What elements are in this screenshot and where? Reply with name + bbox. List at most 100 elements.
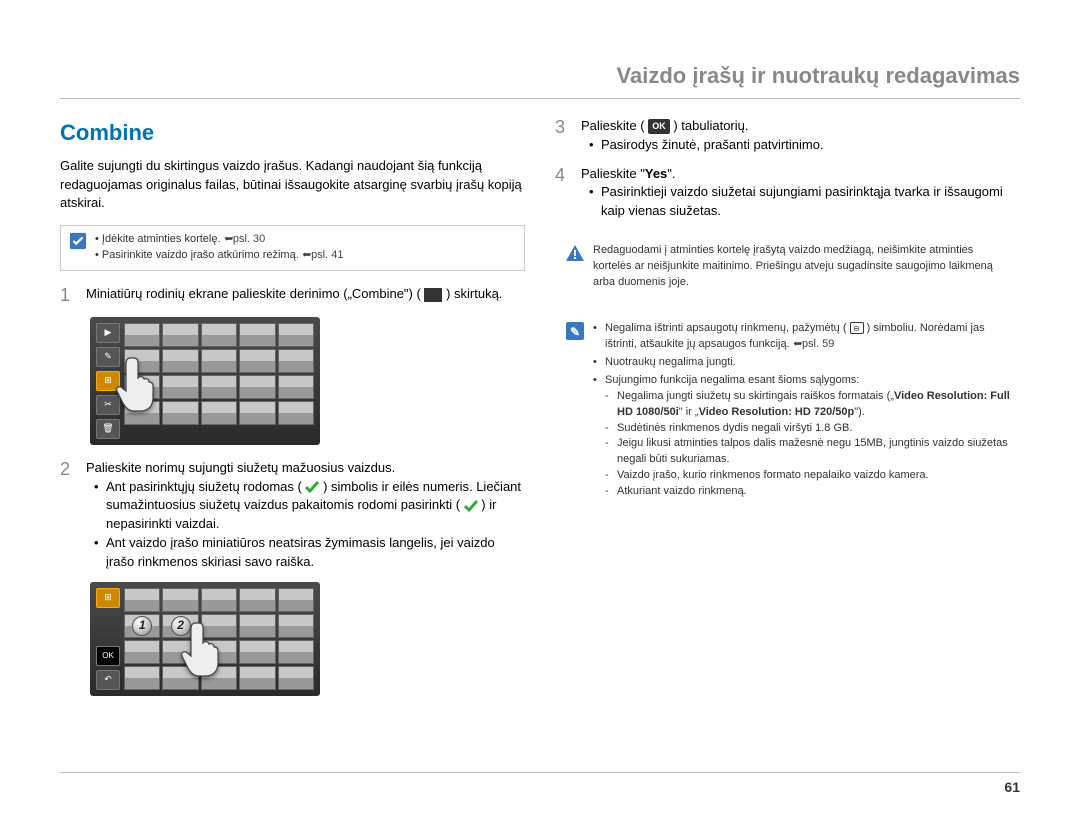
thumbnail-panel-2: ⊞ OK ↶ 1 2 [90,582,320,696]
thumbnail[interactable] [201,640,237,664]
step-text: Miniatiūrų rodinių ekrane palieskite der… [86,286,421,301]
thumbnail[interactable] [239,323,275,347]
page-ref: ➥psl. 30 [224,233,266,245]
thumbnail[interactable] [162,588,198,612]
step-2: 2 Palieskite norimų sujungti siužetų maž… [60,459,525,572]
page-ref: ➥psl. 59 [793,338,835,350]
thumbnail[interactable] [124,666,160,690]
thumbnail[interactable] [124,349,160,373]
check-box-icon [69,232,87,250]
note-sub: Negalima jungti siužetų su skirtingais r… [605,389,1010,421]
step-3: 3 Palieskite ( OK ) tabuliatorių. Pasiro… [555,117,1020,155]
thumbnail[interactable] [239,588,275,612]
page-ref: ➥psl. 41 [302,249,344,261]
thumbnail[interactable] [278,666,314,690]
thumbnail[interactable] [278,614,314,638]
step-bullet: Ant vaizdo įrašo miniatiūros neatsiras ž… [94,534,525,572]
thumbnail[interactable] [278,349,314,373]
step-text: ) tabuliatorių. [673,118,748,133]
step-bullet: Ant pasirinktųjų siužetų rodomas ( ) sim… [94,478,525,535]
thumbnail[interactable] [162,640,198,664]
step-bullet: Pasirodys žinutė, prašanti patvirtinimo. [589,136,1020,155]
thumbnail-selected[interactable]: 1 [124,614,160,638]
note-sub: Sudėtinės rinkmenos dydis negali viršyti… [605,421,1010,437]
prerequisite-list: Įdėkite atminties kortelę. ➥psl. 30 Pasi… [95,232,343,264]
step-text: Palieskite ( [581,118,645,133]
note-icon: ✎ [565,321,585,341]
thumbnail-grid [124,323,314,439]
note-box: ✎ Negalima ištrinti apsaugotų rinkmenų, … [555,313,1020,510]
sidebar-button-active[interactable]: ⊞ [96,371,120,391]
right-column: 3 Palieskite ( OK ) tabuliatorių. Pasiro… [555,117,1020,710]
warning-icon [565,243,585,263]
note-sub: Atkuriant vaizdo rinkmeną. [605,484,1010,500]
lock-key-icon: ⊖ [850,322,864,334]
thumb-sidebar: ▶ ✎ ⊞ ✂ 🗑 [96,323,120,439]
thumbnail[interactable] [124,588,160,612]
thumbnail-panel-1: ▶ ✎ ⊞ ✂ 🗑 [90,317,320,445]
left-column: Combine Galite sujungti du skirtingus va… [60,117,525,710]
thumbnail[interactable] [239,666,275,690]
thumbnail[interactable] [201,588,237,612]
step-body: Palieskite "Yes". Pasirinktieji vaizdo s… [581,165,1020,222]
sidebar-button[interactable]: ✎ [96,347,120,367]
back-button[interactable]: ↶ [96,670,120,690]
thumbnail[interactable] [278,375,314,399]
step-text: ) skirtuką. [446,286,502,301]
thumbnail[interactable] [162,323,198,347]
prereq-item: Įdėkite atminties kortelę. ➥psl. 30 [95,232,343,248]
sidebar-button[interactable]: 🗑 [96,419,120,439]
page: Vaizdo įrašų ir nuotraukų redagavimas Co… [0,0,1080,750]
yes-label: Yes [645,166,667,181]
two-column-layout: Combine Galite sujungti du skirtingus va… [60,117,1020,710]
thumbnail[interactable] [124,323,160,347]
note-item: Sujungimo funkcija negalima esant šioms … [593,373,1010,501]
section-title: Combine [60,117,525,149]
ok-button[interactable]: OK [96,646,120,666]
step-text: Palieskite " [581,166,645,181]
note-item: Nuotraukų negalima jungti. [593,355,1010,371]
thumbnail[interactable] [201,323,237,347]
warning-box: Redaguodami į atminties kortelę įrašytą … [555,235,1020,299]
sidebar-button[interactable]: ✂ [96,395,120,415]
combine-tab-icon [424,288,442,302]
prereq-text: Įdėkite atminties kortelę. [102,233,221,245]
thumbnail[interactable] [239,640,275,664]
thumbnail[interactable] [162,666,198,690]
selection-badge: 1 [132,616,152,636]
ok-inline-icon: OK [648,119,670,134]
thumbnail[interactable] [278,588,314,612]
thumbnail[interactable] [162,401,198,425]
step-number: 1 [60,285,76,307]
thumbnail[interactable] [239,375,275,399]
thumbnail[interactable] [239,401,275,425]
warning-text: Redaguodami į atminties kortelę įrašytą … [593,243,1010,291]
thumbnail[interactable] [278,401,314,425]
intro-paragraph: Galite sujungti du skirtingus vaizdo įra… [60,157,525,214]
thumbnail[interactable] [201,401,237,425]
thumbnail[interactable] [124,640,160,664]
thumbnail[interactable] [162,375,198,399]
svg-text:✎: ✎ [570,325,580,339]
step-number: 3 [555,117,571,155]
thumbnail[interactable] [162,349,198,373]
thumbnail-selected[interactable]: 2 [162,614,198,638]
sidebar-button-active[interactable]: ⊞ [96,588,120,608]
thumbnail[interactable] [278,640,314,664]
step-text: Palieskite norimų sujungti siužetų mažuo… [86,459,525,478]
thumbnail[interactable] [201,666,237,690]
thumbnail[interactable] [278,323,314,347]
thumbnail[interactable] [201,375,237,399]
step-number: 2 [60,459,76,572]
sidebar-button[interactable]: ▶ [96,323,120,343]
thumbnail[interactable] [124,401,160,425]
thumbnail[interactable] [239,614,275,638]
thumbnail[interactable] [239,349,275,373]
thumbnail[interactable] [201,349,237,373]
thumbnail[interactable] [124,375,160,399]
notes-list: Negalima ištrinti apsaugotų rinkmenų, pa… [593,321,1010,502]
check-icon [305,481,319,493]
thumbnail[interactable] [201,614,237,638]
page-number: 61 [60,772,1020,797]
note-sub: Jeigu likusi atminties talpos dalis maže… [605,436,1010,468]
